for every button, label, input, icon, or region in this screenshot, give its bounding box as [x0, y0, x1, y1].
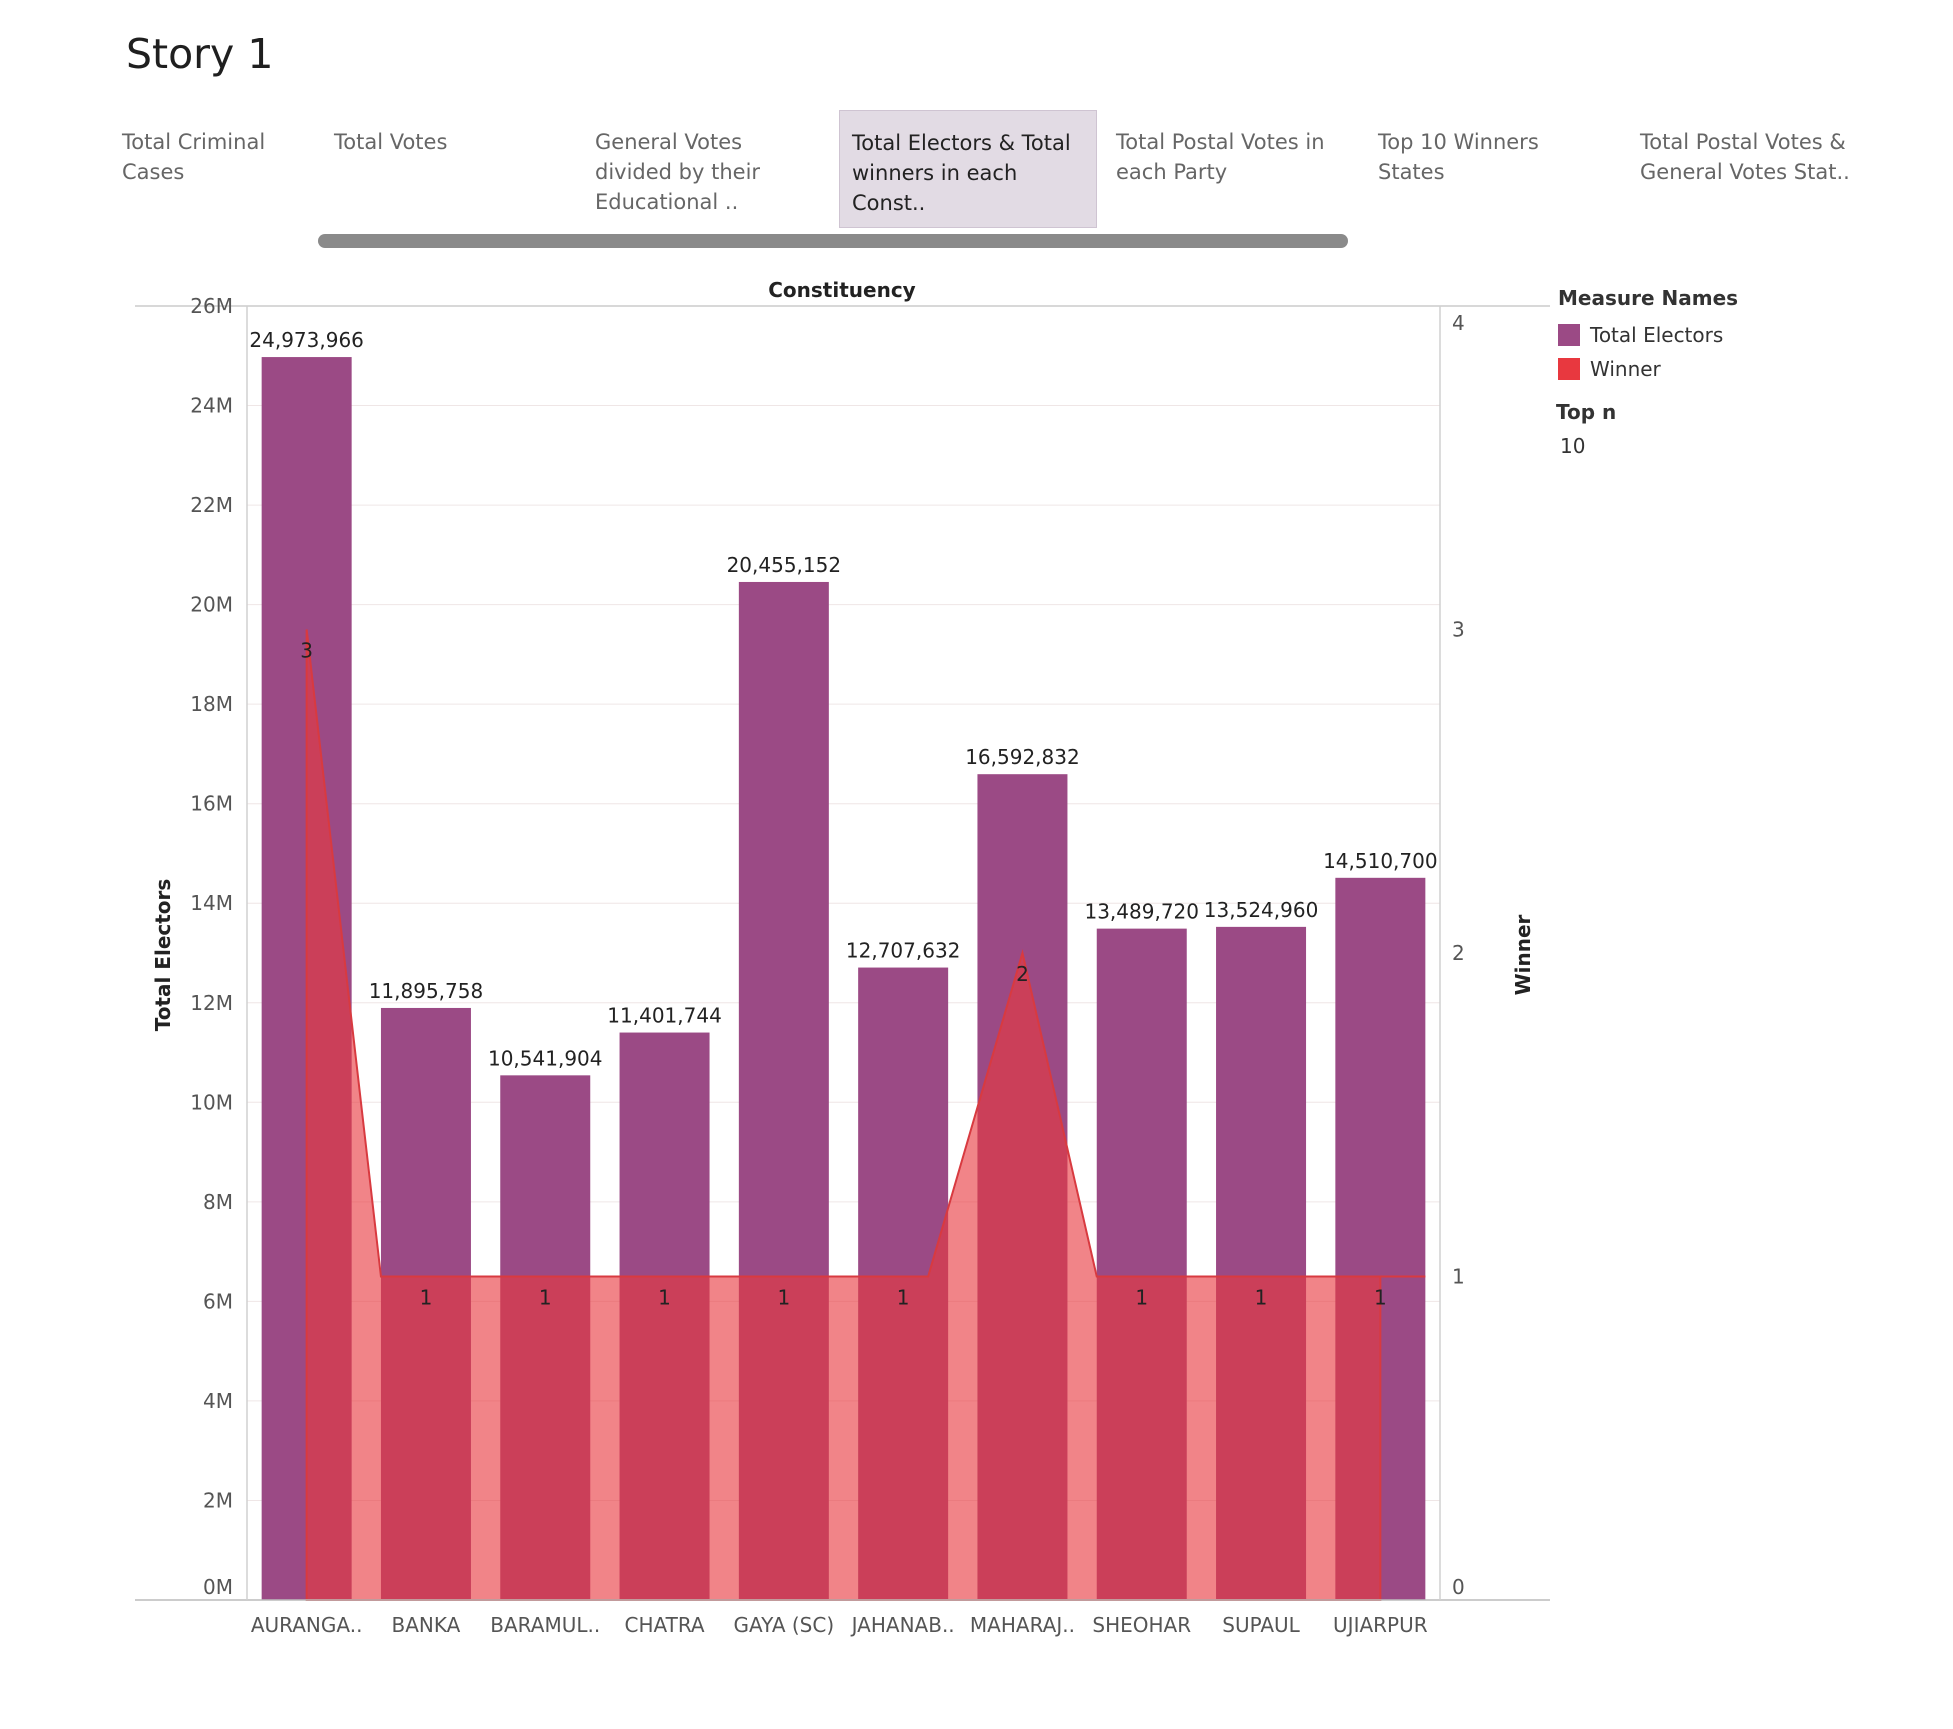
y-tick-label: 2M: [203, 1488, 233, 1512]
tab-postal-general-votes-stat[interactable]: Total Postal Votes & General Votes Stat.…: [1640, 130, 1850, 184]
winner-data-label: 2: [1016, 962, 1029, 986]
legend-item-total-electors[interactable]: Total Electors: [1558, 318, 1738, 352]
y-tick-label: 4M: [203, 1389, 233, 1413]
top-n-value[interactable]: 10: [1560, 434, 1586, 458]
legend-title: Measure Names: [1558, 286, 1739, 310]
winner-data-label: 1: [539, 1286, 552, 1310]
x-tick-label: AURANGA..: [251, 1613, 363, 1637]
y-tick-label: 20M: [190, 593, 233, 617]
y-axis-label: Total Electors: [151, 879, 175, 1032]
winner-data-label: 1: [777, 1286, 790, 1310]
x-tick-label: CHATRA: [624, 1613, 704, 1637]
chart-labels: 24,973,966 11,895,758 10,541,90411,401,744…: [190, 294, 1464, 1637]
x-tick-label: UJIARPUR: [1333, 1613, 1428, 1637]
winner-data-label: 1: [897, 1286, 910, 1310]
legend-swatch-total-electors: [1558, 324, 1580, 346]
y2-tick-label: 2: [1452, 941, 1465, 965]
y2-tick-label: 4: [1452, 311, 1465, 335]
bar-data-label: 10,541,904: [488, 1046, 603, 1070]
tab-scrollbar[interactable]: [318, 234, 1348, 248]
tab-total-postal-votes-party[interactable]: Total Postal Votes in each Party: [1116, 130, 1325, 184]
legend-label-total-electors: Total Electors: [1590, 323, 1724, 347]
legend: Measure Names Total Electors Winner: [1558, 286, 1738, 386]
y-tick-label: 16M: [190, 792, 233, 816]
x-tick-label: SUPAUL: [1222, 1613, 1300, 1637]
y-tick-label: 0M: [203, 1575, 233, 1599]
bar-data-label: 12,707,632: [846, 939, 961, 963]
x-tick-label: SHEOHAR: [1092, 1613, 1191, 1637]
y2-axis-label: Winner: [1511, 914, 1535, 995]
chart-frame: [135, 305, 1550, 1601]
x-tick-label: BARAMUL..: [490, 1613, 600, 1637]
story-title: Story 1: [126, 30, 274, 78]
x-tick-label: GAYA (SC): [734, 1613, 835, 1637]
winner-area: [305, 629, 1426, 1601]
x-tick-label: JAHANAB..: [850, 1613, 955, 1637]
tab-total-electors-winners[interactable]: Total Electors & Total winners in each C…: [839, 110, 1097, 228]
winner-data-label: 1: [1374, 1286, 1387, 1310]
winner-data-label: 1: [658, 1286, 671, 1310]
y2-tick-label: 1: [1452, 1265, 1465, 1289]
y-tick-label: 22M: [190, 493, 233, 517]
tab-general-votes-education[interactable]: General Votes divided by their Education…: [595, 130, 761, 214]
chart-title: Constituency: [768, 278, 915, 302]
legend-item-winner[interactable]: Winner: [1558, 352, 1738, 386]
bar-data-label: 20,455,152: [727, 553, 842, 577]
y-tick-label: 6M: [203, 1289, 233, 1313]
top-n-label: Top n: [1556, 400, 1617, 424]
x-tick-label: BANKA: [392, 1613, 461, 1637]
bar-data-label: 16,592,832: [965, 745, 1080, 769]
y-tick-label: 26M: [190, 294, 233, 318]
winner-data-label: 1: [1255, 1286, 1268, 1310]
winner-data-label: 1: [1135, 1286, 1148, 1310]
legend-label-winner: Winner: [1590, 357, 1661, 381]
bar-data-label: 13,489,720: [1084, 900, 1199, 924]
x-tick-label: MAHARAJ..: [970, 1613, 1075, 1637]
y2-tick-label: 0: [1452, 1575, 1465, 1599]
tab-total-votes[interactable]: Total Votes: [334, 130, 448, 154]
y-tick-label: 18M: [190, 692, 233, 716]
y-tick-label: 14M: [190, 891, 233, 915]
story-tabs: Total Criminal Cases Total Votes General…: [0, 0, 1953, 260]
winner-data-label: 3: [300, 639, 313, 663]
bar-data-label: 14,510,700: [1323, 849, 1438, 873]
area-winner: [305, 629, 1426, 1601]
y-tick-label: 10M: [190, 1090, 233, 1114]
tab-total-criminal-cases[interactable]: Total Criminal Cases: [122, 130, 266, 184]
bar-data-label: 24,973,966: [249, 328, 364, 352]
y2-tick-label: 3: [1452, 618, 1465, 642]
legend-swatch-winner: [1558, 358, 1580, 380]
y-tick-label: 8M: [203, 1190, 233, 1214]
y-tick-label: 12M: [190, 991, 233, 1015]
winner-data-label: 1: [420, 1286, 433, 1310]
y-tick-label: 24M: [190, 394, 233, 418]
bar-data-label: 13,524,960: [1204, 898, 1319, 922]
bar-data-label: 11,401,744: [607, 1004, 722, 1028]
bar-data-label: 11,895,758: [369, 979, 484, 1003]
top-n-filter[interactable]: Top n 10: [1556, 400, 1616, 458]
tab-top-10-winners-states[interactable]: Top 10 Winners States: [1378, 130, 1539, 184]
